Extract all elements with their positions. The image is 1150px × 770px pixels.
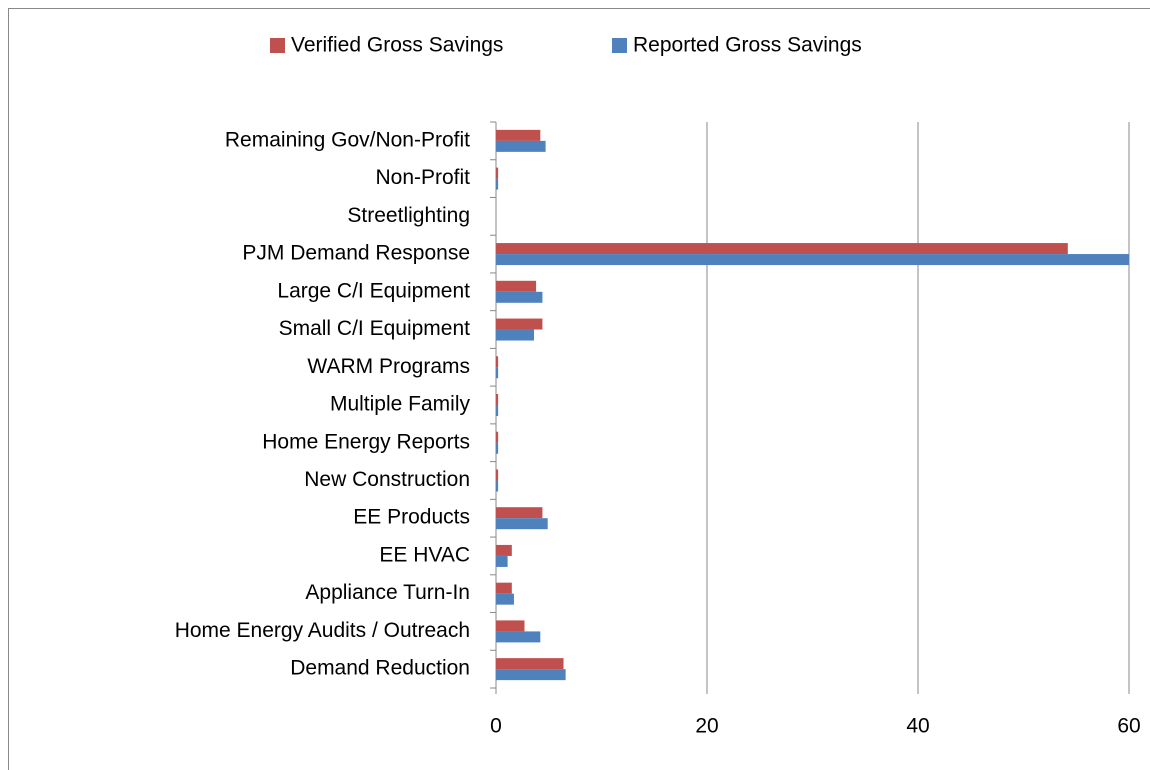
bar bbox=[496, 291, 543, 303]
bar bbox=[496, 243, 1068, 255]
bar bbox=[496, 507, 543, 519]
legend-label: Reported Gross Savings bbox=[633, 34, 862, 57]
bar bbox=[496, 544, 512, 556]
legend-swatch bbox=[270, 38, 285, 53]
y-tick-label: EE Products bbox=[353, 506, 470, 529]
bar bbox=[496, 129, 541, 141]
bar bbox=[496, 593, 514, 605]
bar bbox=[496, 367, 499, 379]
x-tick-label: 40 bbox=[906, 715, 929, 738]
bar bbox=[496, 394, 499, 405]
bar bbox=[496, 167, 499, 179]
x-tick-label: 0 bbox=[490, 715, 502, 738]
bar bbox=[496, 518, 548, 530]
y-tick-label: Multiple Family bbox=[330, 393, 471, 416]
bar bbox=[496, 620, 525, 632]
bar bbox=[496, 356, 499, 368]
bar bbox=[496, 280, 537, 292]
bar bbox=[496, 582, 512, 594]
y-tick-label: Non-Profit bbox=[375, 166, 470, 189]
bar bbox=[496, 480, 499, 492]
bar bbox=[496, 555, 508, 567]
bar bbox=[496, 318, 543, 330]
bar bbox=[496, 631, 541, 643]
bar bbox=[496, 405, 499, 416]
y-tick-label: Small C/I Equipment bbox=[279, 317, 471, 340]
y-tick-label: Large C/I Equipment bbox=[277, 279, 470, 302]
legend-swatch bbox=[612, 38, 627, 53]
chart-frame bbox=[8, 8, 1150, 770]
bar bbox=[496, 442, 499, 454]
y-tick-label: Demand Reduction bbox=[290, 657, 470, 680]
y-tick-label: Streetlighting bbox=[347, 204, 470, 227]
y-tick-label: PJM Demand Response bbox=[242, 242, 470, 265]
y-tick-label: EE HVAC bbox=[379, 543, 470, 566]
y-tick-label: New Construction bbox=[304, 468, 470, 491]
bar bbox=[496, 329, 534, 341]
x-tick-label: 20 bbox=[695, 715, 718, 738]
y-tick-label: Appliance Turn-In bbox=[305, 581, 470, 604]
bar bbox=[496, 669, 566, 681]
y-tick-label: Remaining Gov/Non-Profit bbox=[225, 128, 470, 151]
bar bbox=[496, 254, 1129, 266]
x-tick-label: 60 bbox=[1117, 715, 1140, 738]
y-tick-label: Home Energy Audits / Outreach bbox=[175, 619, 470, 642]
bar bbox=[496, 431, 499, 443]
y-tick-label: Home Energy Reports bbox=[262, 430, 470, 453]
bar bbox=[496, 140, 546, 152]
bar bbox=[496, 469, 499, 481]
bar bbox=[496, 658, 564, 670]
legend-label: Verified Gross Savings bbox=[291, 34, 503, 57]
y-tick-label: WARM Programs bbox=[307, 355, 470, 378]
bar bbox=[496, 178, 499, 190]
